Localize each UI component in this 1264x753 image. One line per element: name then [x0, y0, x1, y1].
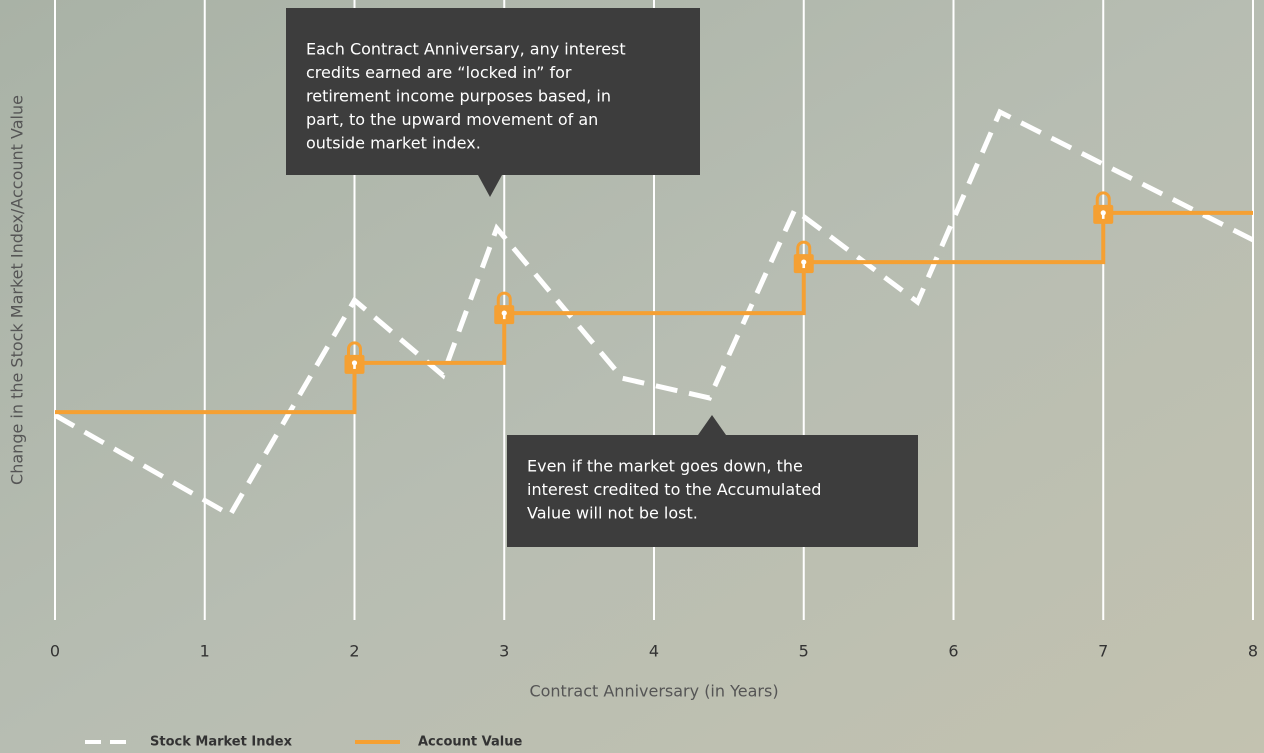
x-tick-label: 1 [200, 642, 210, 661]
y-axis-label: Change in the Stock Market Index/Account… [8, 95, 27, 485]
x-tick-label: 0 [50, 642, 60, 661]
lock-hole [1101, 212, 1105, 219]
series-line [53, 108, 1255, 519]
callout-box [507, 435, 918, 547]
callout-pointer [478, 175, 502, 197]
lock-icon [494, 291, 515, 325]
lock-shackle [496, 291, 512, 308]
callout-text: outside market index. [306, 134, 481, 153]
legend-label: Stock Market Index [150, 735, 293, 750]
x-tick-label: 7 [1098, 642, 1108, 661]
x-tick-label: 4 [649, 642, 659, 661]
x-tick-label: 6 [948, 642, 958, 661]
callout-text: interest credited to the Accumulated [527, 480, 821, 499]
lock-icon [793, 240, 814, 274]
callout-text: retirement income purposes based, in [306, 87, 611, 106]
x-tick-label: 3 [499, 642, 509, 661]
lock-shackle [347, 341, 362, 357]
x-tick-label: 2 [349, 642, 359, 661]
lock-icon [344, 341, 365, 374]
lock-shackle [1095, 191, 1111, 207]
callout-text: credits earned are “locked in” for [306, 63, 572, 82]
callout-text: part, to the upward movement of an [306, 110, 598, 129]
lock-hole [353, 362, 356, 369]
x-tick-label: 8 [1248, 642, 1258, 661]
callout-text: Even if the market goes down, the [527, 457, 803, 476]
lock-icon [1093, 191, 1114, 224]
x-axis-label: Contract Anniversary (in Years) [529, 682, 778, 701]
x-tick-label: 5 [799, 642, 809, 661]
callout-text: Value will not be lost. [527, 504, 698, 523]
legend-label: Account Value [418, 735, 522, 750]
series-line [55, 210, 1253, 415]
callout-box [286, 8, 700, 175]
lock-hole [802, 262, 806, 269]
callout-text: Each Contract Anniversary, any interest [306, 40, 626, 59]
lock-hole [502, 313, 506, 320]
callout-pointer [698, 415, 726, 435]
lock-shackle [796, 240, 812, 257]
